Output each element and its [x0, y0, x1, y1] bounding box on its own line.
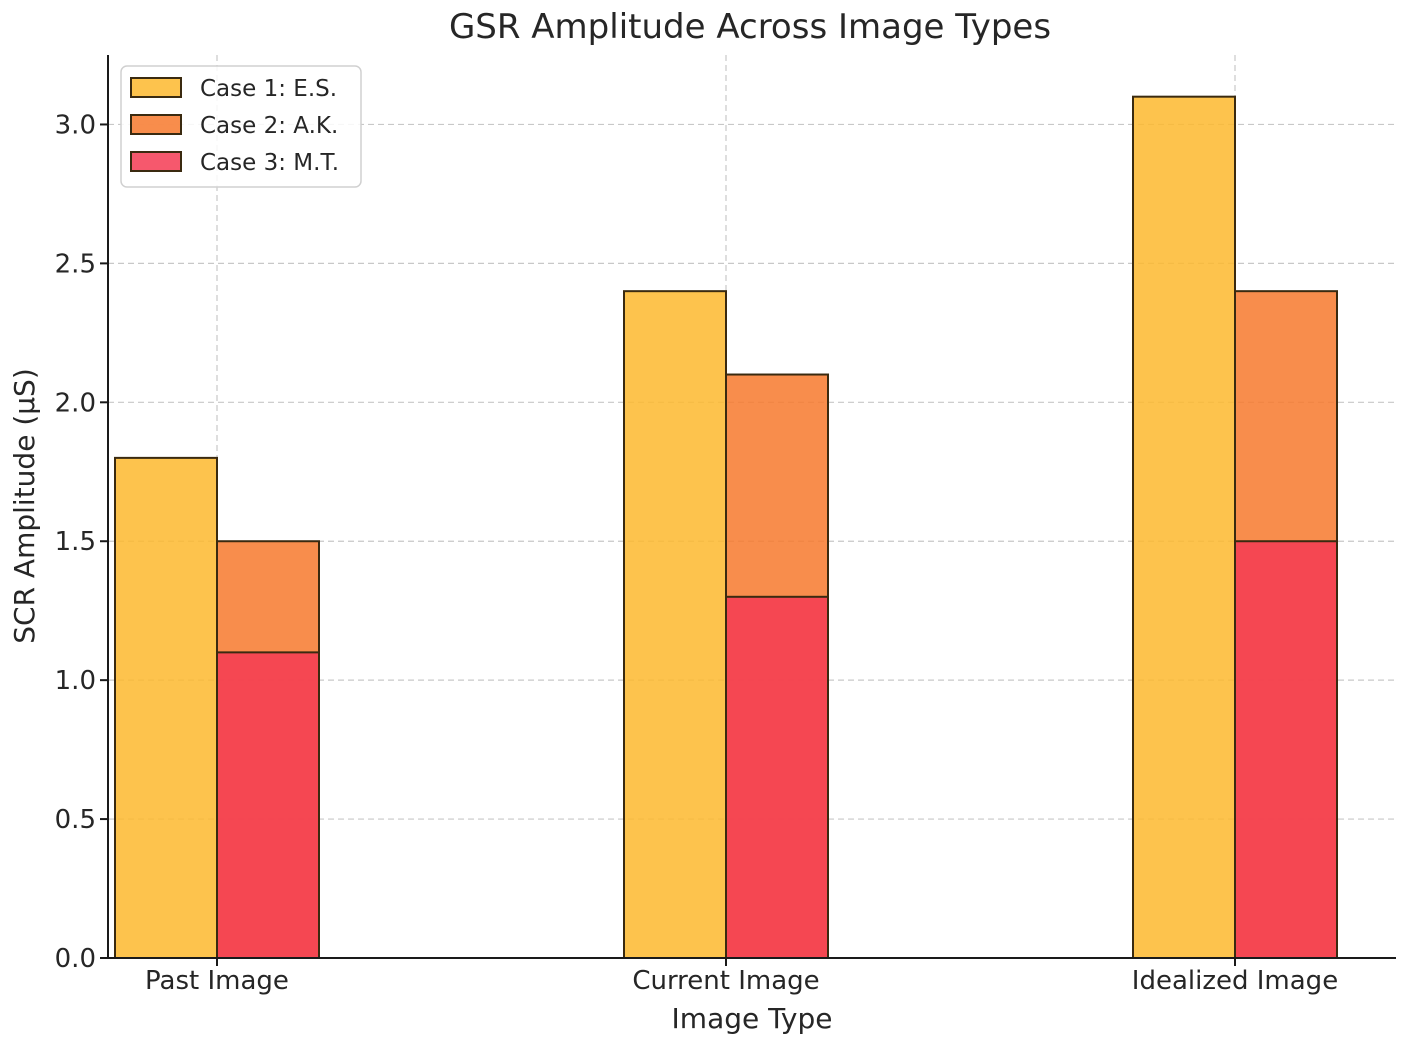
y-tick-label: 2.5 [55, 249, 96, 279]
legend-swatch [130, 151, 182, 172]
legend-label: Case 1: E.S. [200, 76, 337, 102]
y-tick-label: 2.0 [55, 388, 96, 418]
y-tick-label: 3.0 [55, 110, 96, 140]
bar-1-2 [623, 290, 727, 959]
x-axis-label: Image Type [672, 1002, 833, 1035]
legend-swatch [130, 77, 182, 98]
y-tick-label: 0.5 [55, 805, 96, 835]
legend-label: Case 3: M.T. [200, 150, 339, 176]
legend-label: Case 2: A.K. [200, 113, 338, 139]
x-tick-label: Current Image [632, 966, 819, 996]
bar-3-1 [216, 651, 320, 959]
x-tick-label: Idealized Image [1132, 966, 1338, 996]
legend: Case 1: E.S. Case 2: A.K. Case 3: M.T. [120, 65, 362, 188]
bar-1-1 [114, 456, 218, 959]
bar-3-3 [1234, 540, 1338, 959]
y-tick-label: 0.0 [55, 944, 96, 974]
bar-1-3 [1132, 95, 1236, 959]
y-axis-label: SCR Amplitude (µS) [8, 368, 41, 644]
y-tick-label: 1.5 [55, 527, 96, 557]
axes-layer: 0.0 0.5 1.0 1.5 2.0 2.5 3.0 Past Image Current I… [55, 55, 1396, 996]
legend-swatch [130, 114, 182, 135]
chart-title: GSR Amplitude Across Image Types [449, 7, 1051, 47]
bar-3-2 [725, 595, 829, 959]
y-tick-label: 1.0 [55, 666, 96, 696]
x-tick-label: Past Image [145, 966, 289, 996]
